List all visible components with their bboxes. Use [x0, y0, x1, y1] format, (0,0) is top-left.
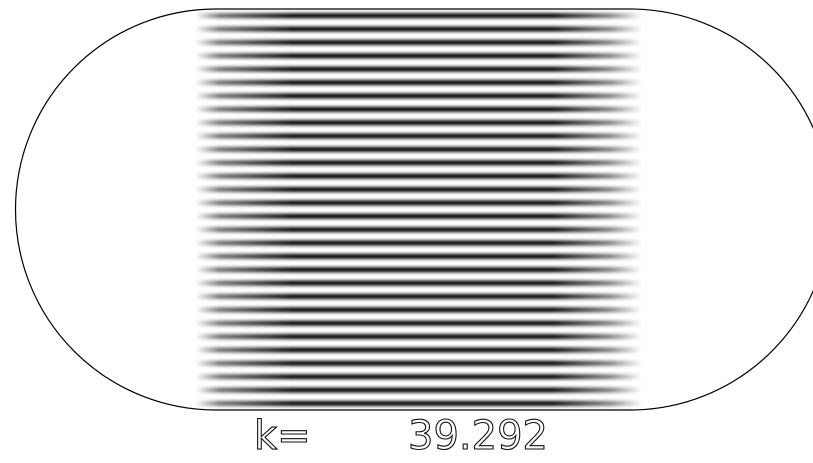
caption-label: k=: [254, 413, 311, 459]
wave-pattern: [0, 9, 813, 410]
caption-value: 39.292: [408, 413, 548, 459]
page: k= 39.292 (() => { const data = JSON.par…: [0, 0, 813, 463]
stadium-mode-figure: k= 39.292: [0, 0, 813, 463]
